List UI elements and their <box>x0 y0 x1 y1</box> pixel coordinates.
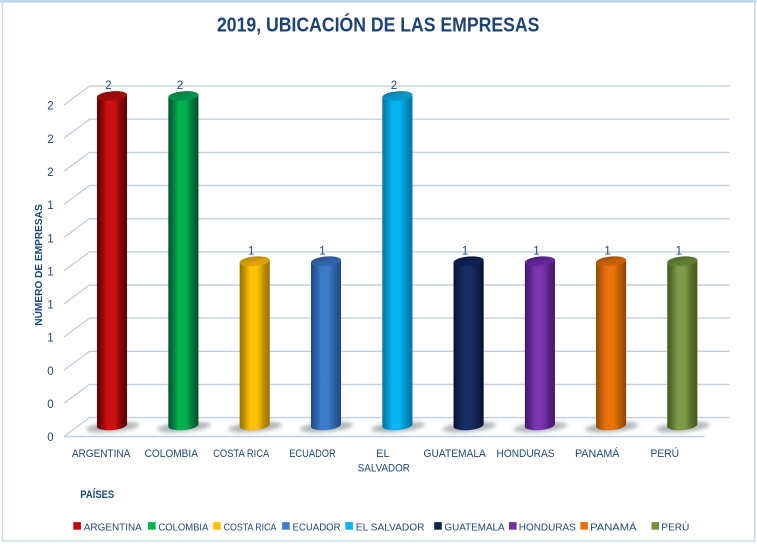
svg-text:0: 0 <box>47 432 53 444</box>
svg-text:2: 2 <box>177 80 183 92</box>
svg-text:NÚMERO DE EMPRESAS: NÚMERO DE EMPRESAS <box>32 204 45 325</box>
svg-text:ECUADOR: ECUADOR <box>293 521 341 533</box>
svg-text:ARGENTINA: ARGENTINA <box>72 448 131 460</box>
svg-text:PERÚ: PERÚ <box>651 447 680 460</box>
svg-text:1: 1 <box>319 245 325 257</box>
svg-text:HONDURAS: HONDURAS <box>497 448 555 460</box>
svg-text:1: 1 <box>47 233 53 245</box>
svg-text:2: 2 <box>105 80 111 92</box>
svg-text:GUATEMALA: GUATEMALA <box>424 448 487 460</box>
svg-text:1: 1 <box>676 245 682 257</box>
svg-text:2: 2 <box>47 101 53 113</box>
svg-text:2019, UBICACIÓN DE LAS EMPRESA: 2019, UBICACIÓN DE LAS EMPRESAS <box>217 13 539 37</box>
svg-text:PAÍSES: PAÍSES <box>80 488 114 501</box>
svg-text:ARGENTINA: ARGENTINA <box>84 521 142 533</box>
svg-text:COSTA RICA: COSTA RICA <box>213 448 270 460</box>
svg-text:COLOMBIA: COLOMBIA <box>145 448 199 460</box>
svg-text:PANAMÁ: PANAMÁ <box>575 447 620 460</box>
svg-text:1: 1 <box>47 200 53 212</box>
svg-text:1: 1 <box>462 245 468 257</box>
svg-text:1: 1 <box>604 245 610 257</box>
svg-text:1: 1 <box>47 266 53 278</box>
svg-text:COLOMBIA: COLOMBIA <box>158 521 208 533</box>
svg-text:1: 1 <box>47 333 53 345</box>
svg-text:EL: EL <box>376 448 389 460</box>
svg-text:ECUADOR: ECUADOR <box>289 448 336 460</box>
svg-text:1: 1 <box>47 300 53 312</box>
svg-text:1: 1 <box>533 245 539 257</box>
svg-text:2: 2 <box>47 167 53 179</box>
svg-text:COSTA RICA: COSTA RICA <box>224 521 277 533</box>
svg-text:2: 2 <box>47 134 53 146</box>
svg-text:GUATEMALA: GUATEMALA <box>445 521 505 533</box>
svg-text:1: 1 <box>248 245 254 257</box>
svg-text:2: 2 <box>391 80 397 92</box>
svg-text:PANAMÁ: PANAMÁ <box>590 520 637 533</box>
svg-text:0: 0 <box>47 399 53 411</box>
svg-text:SALVADOR: SALVADOR <box>358 463 410 475</box>
svg-text:HONDURAS: HONDURAS <box>519 521 576 533</box>
svg-text:EL SALVADOR: EL SALVADOR <box>356 521 425 533</box>
svg-text:PERÚ: PERÚ <box>661 520 689 533</box>
svg-text:0: 0 <box>47 366 53 378</box>
